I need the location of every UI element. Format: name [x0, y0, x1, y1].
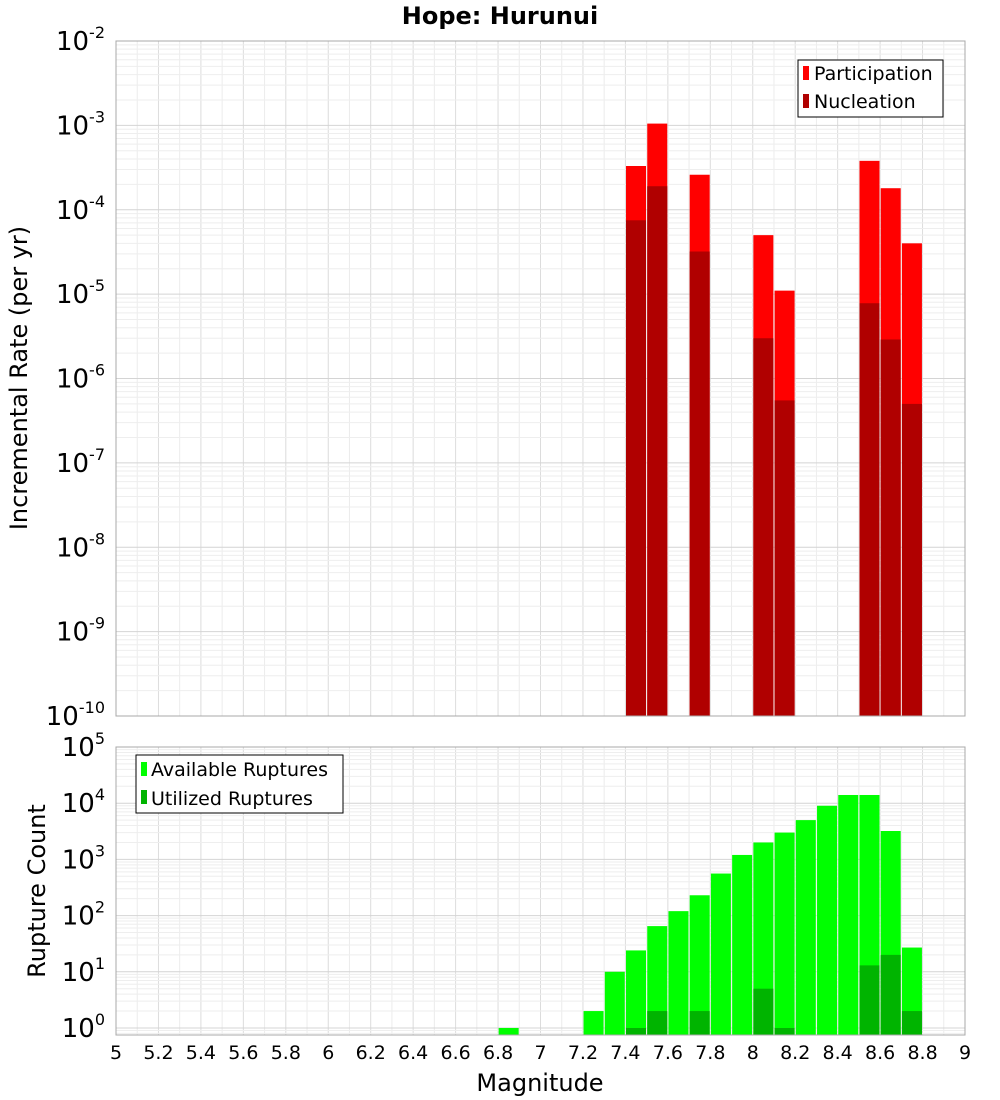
bottom-bar-available-ruptures: [838, 794, 859, 1035]
x-tick-label: 6.8: [483, 1042, 513, 1064]
top-grid: [116, 41, 965, 716]
top-bar-nucleation: [626, 220, 647, 717]
bottom-y-tick-label: 104: [62, 785, 105, 819]
bottom-y-tick-label: 105: [62, 729, 105, 763]
top-legend: Participation Nucleation: [797, 59, 944, 118]
x-tick-label: 7.6: [653, 1042, 683, 1064]
top-y-tick-label: 10-6: [56, 361, 105, 395]
bottom-y-tick-label: 103: [62, 841, 105, 875]
x-tick-label: 8.8: [907, 1042, 937, 1064]
x-tick-label: 5.6: [228, 1042, 258, 1064]
x-ticks: 5 5.2 5.4 5.6 5.8 6 6.2 6.4 6.6 6.8 7 7.2 7.4 7.6 7.8 8…: [110, 1042, 971, 1064]
bottom-bar-available-ruptures: [795, 820, 816, 1035]
bottom-bar-utilized-ruptures: [626, 1027, 647, 1035]
bottom-legend: Available Ruptures Utilized Ruptures: [135, 754, 344, 814]
bottom-y-axis-title: Rupture Count: [23, 804, 51, 978]
top-y-ticks: 10-10 10-9 10-8 10-7 10-6 10-5 10-4 10-3 10-2: [46, 23, 105, 732]
x-tick-label: 8.4: [823, 1042, 853, 1064]
nucleation-legend-label: Nucleation: [814, 91, 916, 113]
x-tick-label: 7.4: [610, 1042, 640, 1064]
bottom-y-tick-label: 101: [62, 954, 105, 988]
top-y-tick-label: 10-4: [56, 192, 105, 226]
bottom-y-ticks: 100 101 102 103 104 105: [62, 729, 105, 1044]
top-bar-nucleation: [647, 186, 668, 716]
participation-legend-swatch: [803, 66, 809, 80]
top-y-tick-label: 10-2: [56, 23, 105, 57]
x-tick-label: 8.2: [780, 1042, 810, 1064]
bottom-bar-available-ruptures: [604, 971, 625, 1035]
top-plot-frame: [115, 40, 966, 717]
bottom-legend-box: [135, 754, 344, 814]
x-tick-label: 8.6: [865, 1042, 895, 1064]
x-tick-label: 6.4: [398, 1042, 428, 1064]
top-bar-nucleation: [901, 403, 922, 716]
available-legend-swatch: [141, 762, 147, 776]
bottom-y-tick-label: 102: [62, 898, 105, 932]
bottom-y-tick-label: 100: [62, 1010, 105, 1044]
available-legend-label: Available Ruptures: [151, 759, 328, 781]
top-y-tick-label: 10-10: [46, 698, 105, 732]
top-plot: 10-10 10-9 10-8 10-7 10-6 10-5 10-4 10-3 10-2 Pa…: [5, 23, 966, 732]
x-tick-label: 7.2: [568, 1042, 598, 1064]
top-bar-nucleation: [774, 400, 795, 716]
top-y-tick-label: 10-9: [56, 614, 105, 648]
bottom-bar-utilized-ruptures: [880, 954, 901, 1035]
x-tick-label: 6.2: [356, 1042, 386, 1064]
bottom-bar-utilized-ruptures: [689, 1011, 710, 1035]
x-tick-label: 7: [534, 1042, 546, 1064]
top-y-tick-label: 10-3: [56, 107, 105, 141]
bottom-bar-utilized-ruptures: [647, 1011, 668, 1035]
x-axis-title: Magnitude: [476, 1069, 603, 1097]
bottom-bar-available-ruptures: [774, 832, 795, 1035]
chart-title: Hope: Hurunui: [402, 2, 598, 30]
top-bar-nucleation: [859, 303, 880, 716]
top-bar-nucleation: [689, 251, 710, 716]
bottom-plot: 100 101 102 103 104 105 5 5.2 5.4 5.6 5.8 6 6.2 6.4 6…: [23, 729, 971, 1097]
top-y-axis-title: Incremental Rate (per yr): [5, 226, 33, 530]
utilized-legend-label: Utilized Ruptures: [151, 788, 313, 810]
x-tick-label: 8: [747, 1042, 759, 1064]
top-bar-nucleation: [880, 339, 901, 716]
bottom-bar-available-ruptures: [753, 842, 774, 1035]
x-tick-label: 9: [959, 1042, 971, 1064]
bottom-bar-utilized-ruptures: [753, 988, 774, 1035]
top-y-tick-label: 10-8: [56, 529, 105, 563]
bottom-bar-available-ruptures: [498, 1027, 519, 1035]
bottom-bar-available-ruptures: [583, 1011, 604, 1035]
bottom-bar-utilized-ruptures: [901, 1011, 922, 1035]
bottom-bar-available-ruptures: [710, 873, 731, 1035]
x-tick-label: 7.8: [695, 1042, 725, 1064]
top-bar-nucleation: [753, 338, 774, 716]
bottom-bar-available-ruptures: [626, 950, 647, 1035]
top-y-tick-label: 10-5: [56, 276, 105, 310]
x-tick-label: 5.4: [186, 1042, 216, 1064]
bottom-plot-frame: [115, 746, 966, 1036]
x-tick-label: 6.6: [440, 1042, 470, 1064]
x-tick-label: 6: [322, 1042, 334, 1064]
x-tick-label: 5.8: [271, 1042, 301, 1064]
top-legend-box: [797, 59, 944, 118]
bottom-bars: [498, 794, 922, 1035]
bottom-bar-available-ruptures: [817, 805, 838, 1035]
bottom-bar-available-ruptures: [689, 895, 710, 1035]
bottom-bar-available-ruptures: [732, 854, 753, 1035]
x-tick-label: 5: [110, 1042, 122, 1064]
top-bars: [626, 123, 922, 717]
top-y-tick-label: 10-7: [56, 445, 105, 479]
bottom-bar-available-ruptures: [647, 926, 668, 1035]
utilized-legend-swatch: [141, 790, 147, 804]
participation-legend-label: Participation: [814, 63, 933, 85]
x-tick-label: 5.2: [143, 1042, 173, 1064]
bottom-bar-available-ruptures: [668, 911, 689, 1035]
bottom-bar-utilized-ruptures: [859, 965, 880, 1035]
bottom-bar-utilized-ruptures: [774, 1027, 795, 1035]
nucleation-legend-swatch: [803, 94, 809, 108]
